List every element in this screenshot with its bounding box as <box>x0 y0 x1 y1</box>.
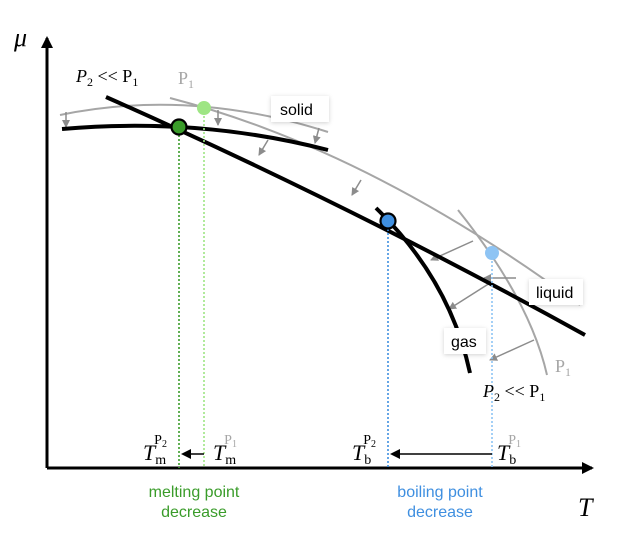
solid-tag: solid <box>271 96 329 122</box>
pressure-label-p1-top: P1 <box>178 68 194 91</box>
pressure-shift-arrows <box>62 110 535 361</box>
solid-curve-p2 <box>61 123 329 152</box>
boiling-caption-line2: decrease <box>407 504 473 521</box>
x-axis-label: T <box>578 493 594 522</box>
pressure-label-p2-top: P2 << P1 <box>75 66 138 89</box>
boiling-temp-p1-label: TbP1 <box>497 433 521 468</box>
boiling-point-p2-marker <box>379 212 397 230</box>
svg-text:liquid: liquid <box>536 285 573 302</box>
svg-text:gas: gas <box>451 334 477 351</box>
melting-temp-p2-label: TmP2 <box>143 433 167 468</box>
liquid-curve-p1 <box>169 97 581 306</box>
pressure-label-p1-right: P1 <box>555 356 571 379</box>
melting-point-p1-marker <box>197 101 211 115</box>
svg-text:solid: solid <box>280 102 313 119</box>
y-axis-label: μ <box>13 23 27 52</box>
pressure-label-p2-right: P2 << P1 <box>482 381 545 404</box>
melting-point-p2-marker <box>170 118 188 136</box>
boiling-caption-line1: boiling point <box>397 484 483 501</box>
gas-tag: gas <box>444 328 486 354</box>
liquid-tag: liquid <box>529 279 583 305</box>
melting-temp-p1-label: TmP1 <box>213 433 237 468</box>
melting-caption-line1: melting point <box>149 484 240 501</box>
boiling-point-p1-marker <box>485 246 499 260</box>
melting-caption-line2: decrease <box>161 504 227 521</box>
boiling-temp-p2-label: TbP2 <box>352 433 376 468</box>
